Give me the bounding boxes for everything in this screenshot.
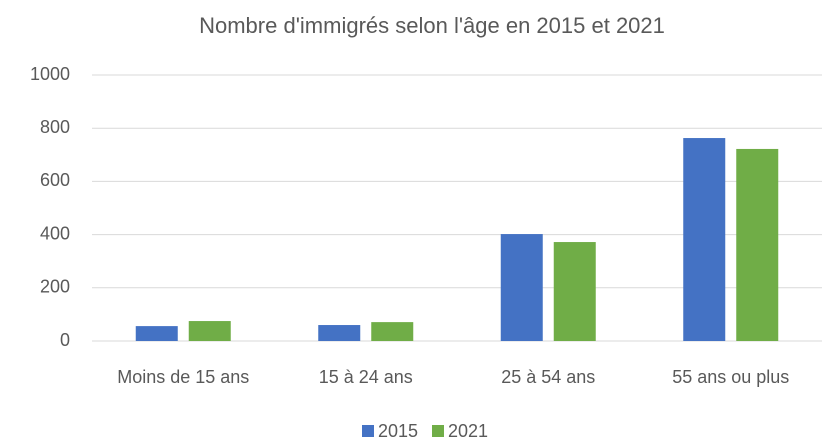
y-tick-label: 600 [40, 170, 70, 190]
bar [683, 138, 726, 341]
y-tick-label: 0 [60, 330, 70, 350]
bar [500, 234, 543, 341]
chart-title: Nombre d'immigrés selon l'âge en 2015 et… [199, 13, 665, 38]
bar [736, 148, 779, 341]
bar [553, 242, 596, 341]
bar [188, 321, 231, 341]
legend-swatch [432, 425, 444, 437]
bar [135, 326, 178, 341]
y-tick-label: 800 [40, 117, 70, 137]
legend-label: 2021 [448, 421, 488, 440]
bar [371, 322, 414, 341]
x-tick-label: 15 à 24 ans [319, 367, 413, 387]
y-tick-label: 1000 [30, 64, 70, 84]
y-tick-label: 200 [40, 277, 70, 297]
bar [318, 325, 361, 341]
x-tick-label: Moins de 15 ans [117, 367, 249, 387]
x-tick-label: 55 ans ou plus [672, 367, 789, 387]
x-tick-label: 25 à 54 ans [501, 367, 595, 387]
y-tick-label: 400 [40, 223, 70, 243]
legend-swatch [362, 425, 374, 437]
legend-label: 2015 [378, 421, 418, 440]
